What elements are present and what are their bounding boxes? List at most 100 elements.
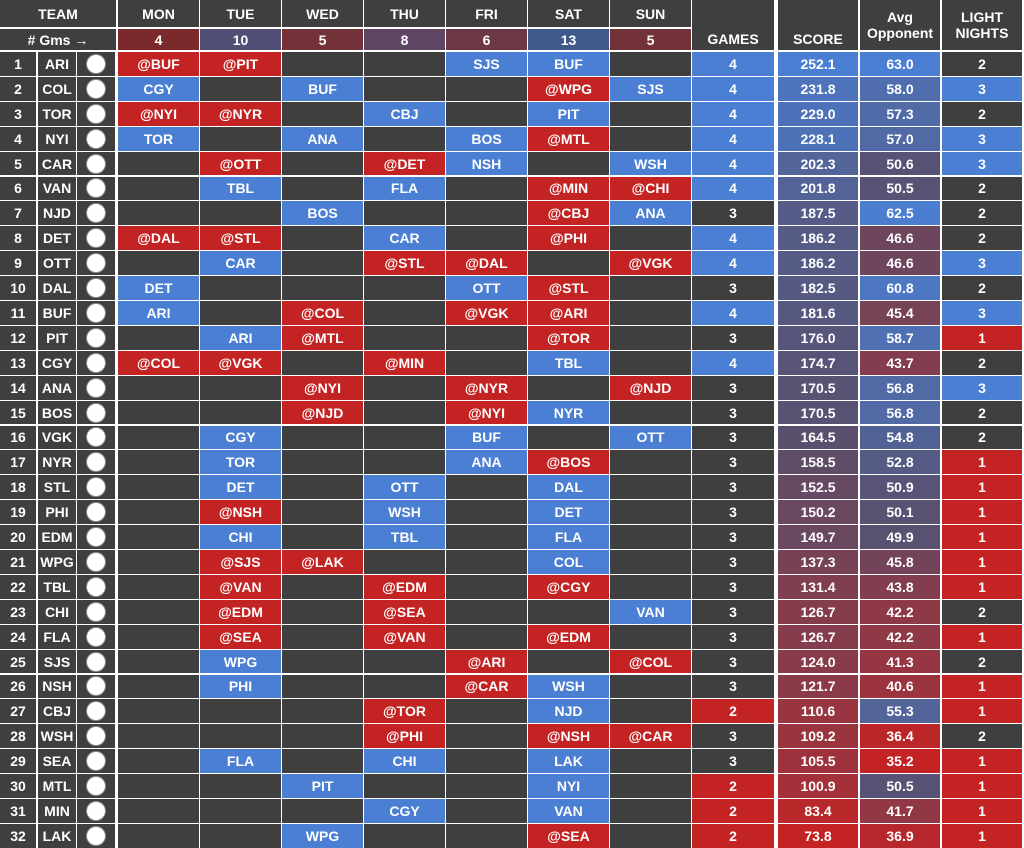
game-cell-tue: @STL bbox=[200, 226, 281, 251]
game-cell-mon bbox=[118, 325, 199, 350]
rank-cell: 4 bbox=[0, 126, 36, 151]
game-cell-sat bbox=[528, 599, 609, 624]
logo-cell bbox=[77, 301, 115, 325]
game-cell-thu bbox=[364, 76, 445, 101]
game-cell-tue: @VAN bbox=[200, 574, 281, 599]
game-cell-thu bbox=[364, 126, 445, 151]
avg-opponent-cell: 58.7 bbox=[860, 325, 940, 350]
game-cell-sat: @BOS bbox=[528, 450, 609, 475]
game-cell-thu bbox=[364, 550, 445, 574]
game-cell-fri bbox=[446, 101, 527, 126]
game-cell-mon bbox=[118, 699, 199, 724]
games-cell: 3 bbox=[692, 201, 774, 226]
light-nights-cell: 1 bbox=[942, 450, 1022, 475]
game-cell-mon bbox=[118, 624, 199, 649]
light-nights-cell: 1 bbox=[942, 525, 1022, 549]
game-cell-sat: @CGY bbox=[528, 574, 609, 599]
game-cell-mon bbox=[118, 500, 199, 525]
game-cell-tue: TBL bbox=[200, 176, 281, 201]
game-cell-wed: PIT bbox=[282, 774, 363, 798]
light-nights-cell: 3 bbox=[942, 375, 1022, 400]
game-cell-sat: @TOR bbox=[528, 325, 609, 350]
score-cell: 231.8 bbox=[778, 76, 858, 101]
team-abbr: NSH bbox=[38, 674, 76, 699]
coyotes-logo-icon bbox=[86, 53, 106, 74]
avg-opponent-cell: 46.6 bbox=[860, 251, 940, 276]
team-abbr: SEA bbox=[38, 749, 76, 774]
game-cell-wed bbox=[282, 699, 363, 724]
game-cell-fri bbox=[446, 699, 527, 724]
light-nights-cell: 1 bbox=[942, 774, 1022, 798]
game-cell-thu: @TOR bbox=[364, 699, 445, 724]
day-header-mon: MON bbox=[118, 0, 199, 27]
logo-cell bbox=[77, 425, 115, 450]
game-cell-sun bbox=[610, 301, 691, 325]
sabres-logo-icon bbox=[86, 302, 106, 323]
team-abbr: WSH bbox=[38, 724, 76, 749]
game-cell-sat bbox=[528, 425, 609, 450]
game-cell-sun: @CAR bbox=[610, 724, 691, 749]
game-cell-tue: CGY bbox=[200, 425, 281, 450]
rank-cell: 11 bbox=[0, 301, 36, 325]
game-cell-thu bbox=[364, 425, 445, 450]
logo-cell bbox=[77, 674, 115, 699]
games-count-label: # Gms → bbox=[0, 29, 116, 50]
rank-cell: 12 bbox=[0, 325, 36, 350]
game-cell-sun: @CHI bbox=[610, 176, 691, 201]
game-cell-sat: LAK bbox=[528, 749, 609, 774]
game-cell-fri bbox=[446, 823, 527, 848]
day-header-tue: TUE bbox=[200, 0, 281, 27]
avalanche-logo-icon bbox=[86, 78, 106, 99]
game-cell-sun bbox=[610, 126, 691, 151]
game-cell-sun: @VGK bbox=[610, 251, 691, 276]
avg-opponent-cell: 62.5 bbox=[860, 201, 940, 226]
islanders-logo-icon bbox=[86, 128, 106, 149]
red-wings-logo-icon bbox=[86, 228, 106, 249]
rank-cell: 26 bbox=[0, 674, 36, 699]
sharks-logo-icon bbox=[86, 651, 106, 672]
score-cell: 124.0 bbox=[778, 649, 858, 674]
game-cell-thu: @STL bbox=[364, 251, 445, 276]
score-cell: 176.0 bbox=[778, 325, 858, 350]
avg-opponent-cell: 63.0 bbox=[860, 52, 940, 76]
avg-opponent-cell: 49.9 bbox=[860, 525, 940, 549]
game-cell-sun bbox=[610, 550, 691, 574]
light-nights-cell: 2 bbox=[942, 101, 1022, 126]
avg-opponent-cell: 45.4 bbox=[860, 301, 940, 325]
game-cell-sat: NYR bbox=[528, 400, 609, 425]
game-cell-sun bbox=[610, 475, 691, 500]
game-cell-sun: VAN bbox=[610, 599, 691, 624]
logo-cell bbox=[77, 76, 115, 101]
light-nights-cell: 2 bbox=[942, 350, 1022, 375]
team-abbr: TBL bbox=[38, 574, 76, 599]
game-cell-sun: @COL bbox=[610, 649, 691, 674]
games-cell: 4 bbox=[692, 76, 774, 101]
games-cell: 3 bbox=[692, 749, 774, 774]
avg-opponent-cell: 36.4 bbox=[860, 724, 940, 749]
game-cell-sat: TBL bbox=[528, 350, 609, 375]
avg-opponent-cell: 56.8 bbox=[860, 400, 940, 425]
game-cell-fri: @NYI bbox=[446, 400, 527, 425]
score-cell: 109.2 bbox=[778, 724, 858, 749]
avg-opponent-cell: 41.7 bbox=[860, 799, 940, 823]
games-cell: 2 bbox=[692, 774, 774, 798]
team-abbr: NYR bbox=[38, 450, 76, 475]
game-cell-tue: @SJS bbox=[200, 550, 281, 574]
avg-opponent-cell: 50.5 bbox=[860, 176, 940, 201]
team-header: TEAM bbox=[0, 0, 116, 27]
rank-cell: 3 bbox=[0, 101, 36, 126]
senators-logo-icon bbox=[86, 253, 106, 274]
light-nights-cell: 3 bbox=[942, 151, 1022, 176]
light-nights-cell: 2 bbox=[942, 226, 1022, 251]
game-cell-tue: ARI bbox=[200, 325, 281, 350]
score-cell: 73.8 bbox=[778, 823, 858, 848]
avg-opponent-cell: 42.2 bbox=[860, 599, 940, 624]
game-cell-tue bbox=[200, 724, 281, 749]
logo-cell bbox=[77, 649, 115, 674]
game-cell-tue: @EDM bbox=[200, 599, 281, 624]
game-cell-sat: DAL bbox=[528, 475, 609, 500]
logo-cell bbox=[77, 251, 115, 276]
team-abbr: EDM bbox=[38, 525, 76, 549]
game-cell-tue bbox=[200, 774, 281, 798]
game-cell-tue: @OTT bbox=[200, 151, 281, 176]
